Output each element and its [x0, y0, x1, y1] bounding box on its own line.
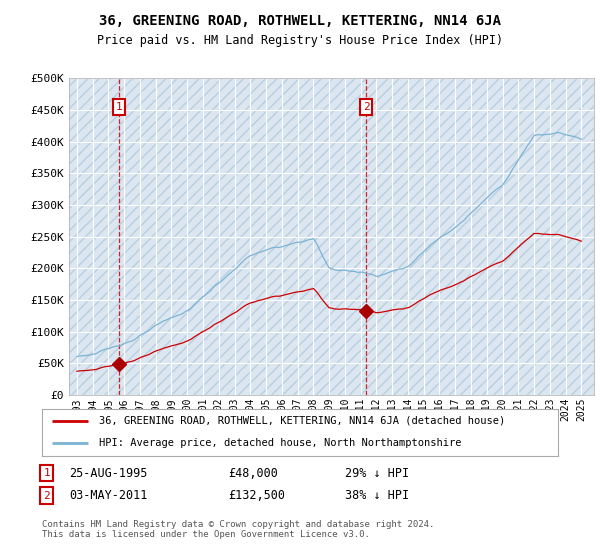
Text: HPI: Average price, detached house, North Northamptonshire: HPI: Average price, detached house, Nort… — [99, 438, 461, 448]
Text: 29% ↓ HPI: 29% ↓ HPI — [345, 466, 409, 480]
Text: Contains HM Land Registry data © Crown copyright and database right 2024.
This d: Contains HM Land Registry data © Crown c… — [42, 520, 434, 539]
Text: 25-AUG-1995: 25-AUG-1995 — [69, 466, 148, 480]
Text: 2: 2 — [43, 491, 50, 501]
Text: 2: 2 — [362, 102, 370, 112]
Text: 36, GREENING ROAD, ROTHWELL, KETTERING, NN14 6JA (detached house): 36, GREENING ROAD, ROTHWELL, KETTERING, … — [99, 416, 505, 426]
Text: £132,500: £132,500 — [228, 489, 285, 502]
Text: 36, GREENING ROAD, ROTHWELL, KETTERING, NN14 6JA: 36, GREENING ROAD, ROTHWELL, KETTERING, … — [99, 14, 501, 28]
Text: Price paid vs. HM Land Registry's House Price Index (HPI): Price paid vs. HM Land Registry's House … — [97, 34, 503, 46]
Text: 03-MAY-2011: 03-MAY-2011 — [69, 489, 148, 502]
Text: 1: 1 — [115, 102, 122, 112]
Text: £48,000: £48,000 — [228, 466, 278, 480]
Text: 1: 1 — [43, 468, 50, 478]
Text: 38% ↓ HPI: 38% ↓ HPI — [345, 489, 409, 502]
